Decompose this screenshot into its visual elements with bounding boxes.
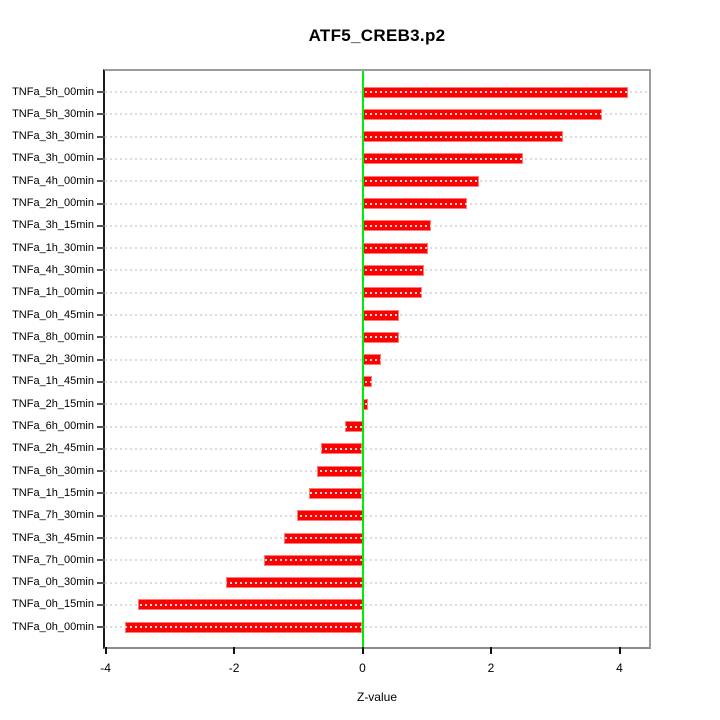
y-axis-tick [97,492,105,495]
zero-reference-line [361,71,364,647]
x-axis-tick [490,647,492,654]
gridline [105,559,649,562]
gridline [105,380,649,383]
gridline [105,447,649,450]
y-tick-label: TNFa_1h_30min [12,241,94,254]
gridline [105,157,649,160]
y-tick-label: TNFa_2h_30min [12,353,94,366]
y-tick-label: TNFa_1h_00min [12,286,94,299]
gridline [105,492,649,495]
y-tick-label: TNFa_4h_00min [12,174,94,187]
y-axis-tick [97,358,105,361]
gridline [105,291,649,294]
gridline [105,603,649,606]
gridline [105,113,649,116]
y-axis-tick [97,626,105,629]
y-axis-tick [97,447,105,450]
y-axis-tick [97,336,105,339]
gridline [105,91,649,93]
y-tick-label: TNFa_1h_15min [12,486,94,499]
y-tick-label: TNFa_5h_00min [12,85,94,98]
gridline [105,247,649,250]
y-tick-label: TNFa_8h_00min [12,330,94,343]
y-axis-tick [97,91,105,93]
y-tick-label: TNFa_2h_15min [12,397,94,410]
y-tick-label: TNFa_3h_15min [12,219,94,232]
y-axis-tick [97,514,105,517]
y-axis-tick [97,559,105,562]
y-axis-tick [97,202,105,205]
y-axis-tick [97,269,105,272]
y-tick-label: TNFa_0h_30min [12,576,94,589]
y-tick-label: TNFa_4h_30min [12,263,94,276]
y-axis-tick [97,403,105,406]
y-axis-tick [97,224,105,227]
y-tick-label: TNFa_3h_00min [12,152,94,165]
gridline [105,470,649,473]
y-tick-label: TNFa_7h_30min [12,509,94,522]
x-tick-label: 0 [359,661,366,675]
y-axis-tick [97,157,105,160]
gridline [105,314,649,316]
gridline [105,202,649,205]
y-tick-label: TNFa_5h_30min [12,107,94,120]
y-axis-tick [97,537,105,539]
x-tick-label: 4 [616,661,623,675]
x-axis-tick [233,647,236,654]
y-tick-label: TNFa_0h_00min [12,620,94,633]
gridline [105,269,649,272]
x-axis-tick [361,647,364,654]
chart-title: ATF5_CREB3.p2 [308,26,446,45]
y-tick-label: TNFa_6h_30min [12,464,94,477]
gridline [105,135,649,138]
x-axis-tick [104,647,107,654]
y-tick-label: TNFa_0h_15min [12,598,94,611]
gridline [105,358,649,361]
x-tick-label: -2 [228,661,240,675]
y-axis-tick [97,291,105,294]
gridline [105,224,649,227]
gridline [105,403,649,406]
gridline [105,180,649,183]
gridline [105,425,649,428]
y-axis-tick [97,247,105,250]
y-tick-label: TNFa_7h_00min [12,553,94,566]
y-axis-tick [97,180,105,183]
gridline [105,626,649,629]
y-tick-label: TNFa_2h_00min [12,197,94,209]
gridline [105,537,649,539]
x-axis-title: Z-value [356,690,397,704]
y-axis-tick [97,470,105,473]
x-axis-tick [618,647,621,654]
y-axis-tick [97,581,105,584]
y-tick-label: TNFa_3h_30min [12,130,94,143]
x-tick-label: -4 [100,661,111,675]
gridline [105,581,649,584]
y-tick-label: TNFa_3h_45min [12,531,94,544]
y-tick-label: TNFa_0h_45min [12,308,94,321]
y-axis-tick [97,425,105,428]
plot-area [105,71,649,647]
y-axis-tick [97,603,105,606]
x-tick-label: 2 [487,661,495,675]
gridline [105,336,649,339]
y-axis-tick [97,135,105,138]
gridline [105,514,649,517]
y-axis-tick [97,314,105,316]
y-axis-tick [97,113,105,116]
y-tick-label: TNFa_1h_45min [12,375,94,388]
y-tick-label: TNFa_2h_45min [12,442,94,455]
y-axis-tick [97,380,105,383]
y-tick-label: TNFa_6h_00min [12,420,94,432]
